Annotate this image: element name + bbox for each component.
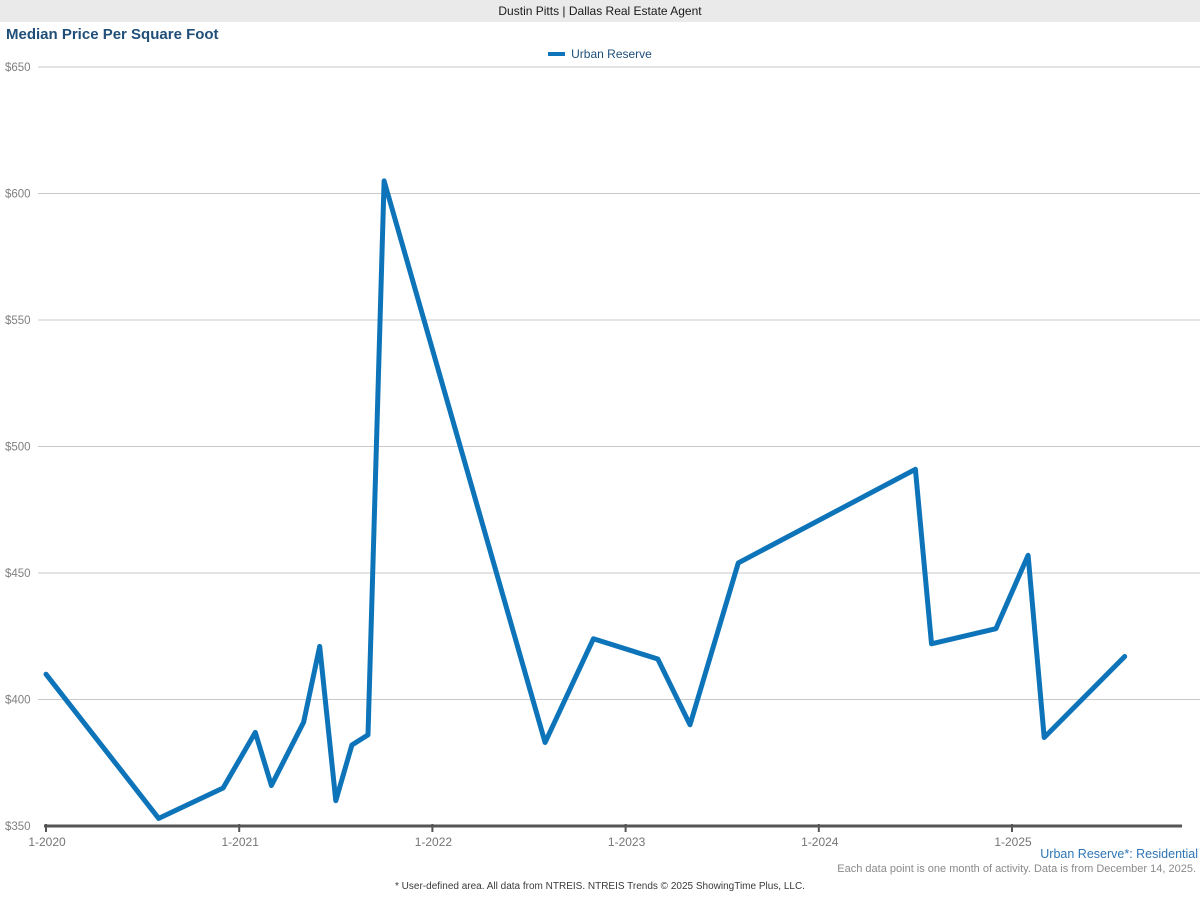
- x-axis-label: 1-2022: [415, 835, 453, 849]
- area-definition-label: Urban Reserve*: Residential: [1040, 847, 1198, 861]
- x-axis-label: 1-2023: [608, 835, 646, 849]
- y-axis-label: $600: [5, 189, 31, 201]
- x-axis-label: 1-2021: [222, 835, 260, 849]
- data-freshness-note: Each data point is one month of activity…: [837, 863, 1196, 875]
- chart-title: Median Price Per Square Foot: [6, 26, 219, 43]
- header-bar: Dustin Pitts | Dallas Real Estate Agent: [0, 0, 1200, 22]
- x-axis-label: 1-2020: [28, 835, 66, 849]
- y-axis-label: $350: [5, 821, 31, 833]
- y-axis-label: $450: [5, 568, 31, 580]
- legend: Urban Reserve: [0, 46, 1200, 62]
- y-axis-label: $550: [5, 315, 31, 327]
- x-axis-label: 1-2024: [801, 835, 839, 849]
- legend-label: Urban Reserve: [571, 47, 652, 61]
- source-disclaimer: * User-defined area. All data from NTREI…: [395, 881, 805, 892]
- legend-line-swatch: [548, 52, 566, 56]
- header-title: Dustin Pitts | Dallas Real Estate Agent: [498, 4, 702, 18]
- y-axis-label: $650: [5, 62, 31, 74]
- y-axis-label: $400: [5, 695, 31, 707]
- x-axis-label: 1-2025: [994, 835, 1032, 849]
- y-axis-label: $500: [5, 442, 31, 454]
- price-line-series: [43, 178, 1128, 821]
